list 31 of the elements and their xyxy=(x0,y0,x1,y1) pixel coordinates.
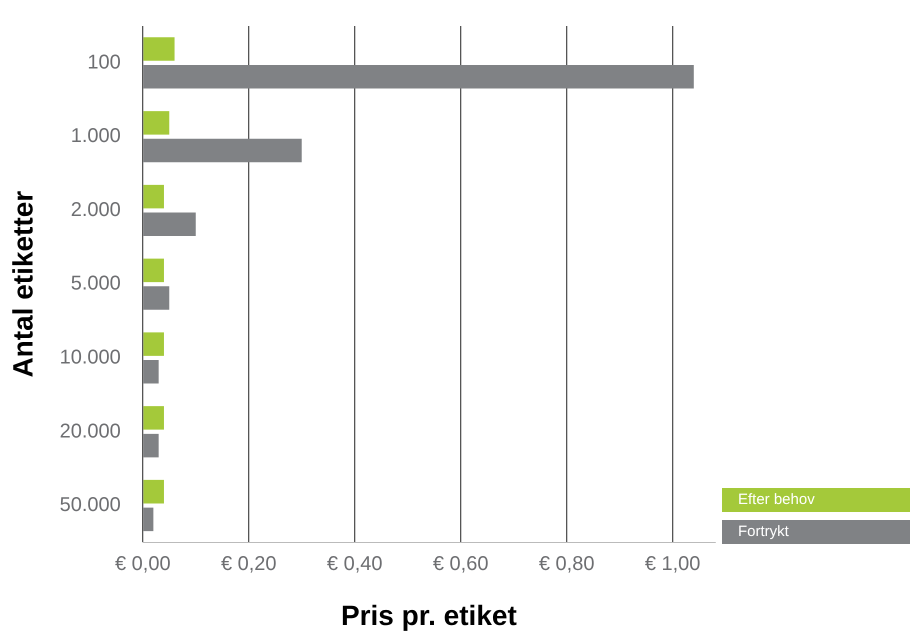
y-tick-label: 50.000 xyxy=(60,494,121,516)
y-tick-label: 100 xyxy=(87,51,121,74)
bar xyxy=(143,406,164,430)
bar xyxy=(143,286,170,310)
bar xyxy=(143,64,694,88)
bar xyxy=(143,480,164,504)
bar xyxy=(143,434,159,458)
x-tick-label: € 0,80 xyxy=(538,552,594,575)
x-tick-label: € 1,00 xyxy=(644,552,700,575)
y-axis-title: Antal etiketter xyxy=(8,190,39,378)
y-tick-label: 2.000 xyxy=(70,198,121,221)
x-tick-label: € 0,60 xyxy=(432,552,488,575)
y-tick-label: 10.000 xyxy=(60,346,121,368)
y-tick-label: 1.000 xyxy=(70,125,121,148)
bar xyxy=(143,184,164,208)
bar xyxy=(143,508,154,532)
bar xyxy=(143,360,159,384)
bar xyxy=(143,37,175,61)
text: Fortrykt xyxy=(722,520,910,544)
y-tick-label: 20.000 xyxy=(60,420,121,442)
bar xyxy=(143,332,164,356)
x-tick-label: € 0,20 xyxy=(220,552,277,575)
bar xyxy=(143,258,164,282)
x-tick-label: € 0,00 xyxy=(114,552,171,575)
x-axis-title: Pris pr. etiket xyxy=(340,600,517,631)
x-tick-label: € 0,40 xyxy=(326,552,383,575)
bar xyxy=(143,138,302,162)
y-tick-label: 5.000 xyxy=(70,272,121,295)
bar xyxy=(143,111,170,135)
text: Efter behov xyxy=(722,488,910,512)
bar xyxy=(143,212,196,236)
